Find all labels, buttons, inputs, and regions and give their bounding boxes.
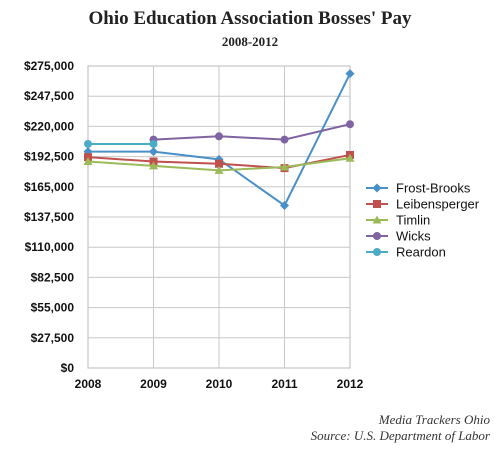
series-frost-brooks [83, 69, 355, 210]
data-point [346, 120, 354, 129]
legend-label: Wicks [396, 229, 431, 244]
x-tick-label: 2010 [206, 377, 233, 391]
legend-label: Leibensperger [396, 197, 480, 212]
data-point [84, 139, 92, 148]
legend-swatch-marker [372, 183, 382, 193]
data-point [280, 162, 289, 171]
legend-label: Timlin [396, 213, 430, 228]
legend-entry: Frost-Brooks [366, 181, 471, 196]
legend-entry: Leibensperger [366, 197, 480, 212]
y-tick-label: $192,500 [24, 150, 74, 164]
data-point [280, 200, 289, 210]
x-tick-label: 2012 [337, 377, 364, 391]
legend-label: Reardon [396, 245, 446, 260]
y-tick-label: $82,500 [31, 270, 75, 284]
y-tick-label: $275,000 [24, 59, 74, 73]
data-point [149, 161, 158, 170]
y-tick-label: $165,000 [24, 180, 74, 194]
x-tick-label: 2009 [140, 377, 167, 391]
legend-swatch-marker [372, 215, 382, 224]
y-tick-label: $0 [61, 361, 75, 375]
y-tick-label: $137,500 [24, 210, 74, 224]
data-point [215, 132, 223, 141]
legend-label: Frost-Brooks [396, 181, 471, 196]
data-point [214, 165, 224, 174]
y-tick-label: $27,500 [31, 331, 75, 345]
data-point [149, 139, 158, 148]
credit-source: Source: U.S. Department of Labor [310, 428, 490, 443]
y-tick-label: $220,000 [24, 119, 74, 133]
series-line [153, 123, 351, 141]
legend-entry: Reardon [366, 245, 446, 260]
y-tick-label: $55,000 [31, 301, 75, 315]
y-tick-label: $247,500 [24, 89, 74, 103]
series-reardon [84, 139, 158, 148]
data-point [83, 157, 93, 166]
x-tick-label: 2011 [271, 377, 297, 391]
data-point [280, 135, 289, 144]
legend-entry: Wicks [366, 229, 431, 244]
data-point [345, 153, 355, 162]
series-wicks [149, 120, 354, 144]
credit-publisher: Media Trackers Ohio [378, 412, 490, 427]
legend-swatch-marker [373, 200, 381, 208]
legend-swatch-marker [373, 248, 381, 256]
chart-subtitle: 2008-2012 [221, 34, 279, 49]
legend-swatch-marker [373, 232, 381, 240]
data-point [149, 147, 158, 157]
data-point [345, 69, 355, 79]
legend-entry: Timlin [366, 213, 430, 228]
data-point [215, 159, 223, 168]
x-tick-label: 2008 [75, 377, 102, 391]
chart-title: Ohio Education Association Bosses' Pay [88, 8, 412, 29]
y-tick-label: $110,000 [25, 240, 75, 254]
series-timlin [83, 153, 355, 174]
